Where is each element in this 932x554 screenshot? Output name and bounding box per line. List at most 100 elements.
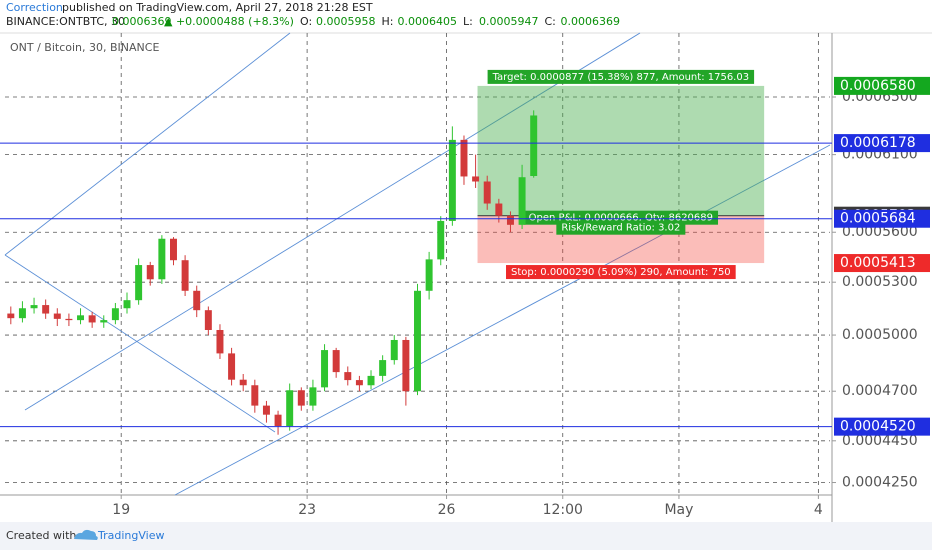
ohlc-value: 0.0006369	[561, 15, 621, 28]
candle-body	[321, 350, 329, 388]
candle-body	[204, 310, 212, 330]
ohlc: O: 0.0005958 H: 0.0006405 L: 0.0005947 C: 0.000…	[300, 15, 620, 28]
logo	[74, 529, 98, 540]
candle-body	[286, 390, 294, 427]
candle-body	[193, 290, 201, 311]
candle-body	[344, 372, 352, 381]
candle-body	[402, 339, 410, 392]
trend-line	[4, 32, 291, 256]
candle-body	[414, 290, 421, 392]
y-tick-label: 0.0004450	[842, 433, 918, 449]
y-tick-label: 0.0005600	[842, 224, 918, 240]
position-tool: Target: 0.0000877 (15.38%) 877, Amount: …	[477, 69, 765, 280]
x-tick-label: 26	[438, 502, 456, 518]
y-tick-label: 0.0004700	[842, 383, 918, 399]
candle-body	[158, 238, 166, 280]
price-label: 0.0005413	[840, 255, 916, 271]
candle-body	[448, 139, 456, 221]
plot	[0, 110, 832, 435]
trend-line	[24, 32, 641, 411]
candle-body	[425, 259, 433, 291]
ratio-label-box	[556, 220, 686, 235]
price-label-box	[834, 76, 930, 95]
candle-body	[18, 308, 26, 319]
candle-body	[146, 265, 154, 280]
target-label-box	[487, 69, 755, 84]
y-tick-label: 0.0005000	[842, 327, 918, 343]
change: ▲ +0.0000488 (+8.3%)	[164, 15, 294, 28]
footer-text: Created with	[6, 529, 76, 542]
ratio-label: Risk/Reward Ratio: 3.02	[561, 223, 680, 234]
candle-body	[297, 390, 305, 406]
candle-body	[216, 329, 224, 354]
candle-body	[262, 405, 270, 415]
ohlc-key: H:	[382, 15, 394, 28]
candle-body	[65, 318, 73, 321]
candle-body	[251, 385, 259, 406]
candle-body	[355, 380, 363, 386]
chart-title: ONT / Bitcoin, 30, BINANCE	[10, 41, 159, 54]
candle-body	[239, 379, 247, 386]
ohlc-value: 0.0005947	[479, 15, 539, 28]
price-label-box	[834, 254, 930, 273]
price-label: 0.0006580	[840, 78, 916, 94]
candle-body	[390, 339, 398, 361]
ohlc-key: L:	[463, 15, 473, 28]
symbol: BINANCE:ONTBTC, 30	[6, 15, 125, 28]
price-label-box	[834, 417, 930, 436]
price-label-box	[834, 209, 930, 228]
candle-body	[379, 360, 387, 376]
candle-body	[135, 265, 143, 301]
candle-body	[100, 320, 108, 323]
price-label: 0.0005684	[840, 211, 916, 227]
x-tick-label: 4	[814, 502, 823, 518]
stop-label-box	[506, 265, 736, 280]
footer-bg	[0, 522, 932, 550]
candle-body	[274, 414, 282, 427]
candle-body	[123, 300, 131, 309]
axis: 0.0004250 0.0004450 0.0004700 0.0005000 0.00…	[112, 76, 930, 518]
candle-body	[42, 305, 50, 314]
price-label: 0.0006178	[840, 135, 916, 151]
grid	[5, 33, 830, 495]
trend-line	[4, 254, 276, 433]
candle-body	[228, 353, 236, 380]
ohlc-value: 0.0006405	[398, 15, 458, 28]
ohlc-key: O:	[300, 15, 312, 28]
candle-body	[437, 220, 445, 260]
x-tick-label: 12:00	[543, 502, 583, 518]
candle-body	[472, 176, 480, 182]
target-label: Target: 0.0000877 (15.38%) 877, Amount: …	[492, 72, 750, 83]
trend-lines	[4, 32, 831, 496]
y-tick-label: 0.0005300	[842, 274, 918, 290]
candle-body	[30, 305, 38, 309]
candle-body	[53, 313, 61, 319]
candle-body	[506, 215, 514, 225]
footer-brand[interactable]: TradingView	[97, 529, 164, 542]
candle-body	[88, 315, 96, 323]
candle-body	[483, 181, 491, 204]
last-price: 0.0006369	[112, 15, 172, 28]
candle-body	[309, 387, 317, 406]
candle-body	[77, 315, 85, 321]
trend-line	[174, 144, 831, 496]
pnl-label: Open P&L: 0.0000666, Qty: 8620689	[529, 213, 713, 224]
candle-body	[530, 115, 538, 177]
candle-body	[170, 238, 177, 261]
x-tick-label: 23	[298, 502, 316, 518]
candle-body	[495, 203, 503, 216]
x-tick-label: May	[664, 502, 693, 518]
ohlc-key: C:	[545, 15, 556, 28]
stop-label: Stop: 0.0000290 (5.09%) 290, Amount: 750	[511, 267, 731, 278]
candle-body	[367, 375, 375, 386]
published: published on TradingView.com, April 27, …	[62, 1, 373, 14]
candle-body	[460, 139, 468, 177]
candle-body	[181, 260, 189, 291]
price-label: 0.0004520	[840, 419, 916, 435]
candle-body	[518, 177, 526, 225]
ohlc-value: 0.0005958	[316, 15, 376, 28]
candle-body	[332, 350, 340, 373]
author[interactable]: Correction	[6, 1, 63, 14]
